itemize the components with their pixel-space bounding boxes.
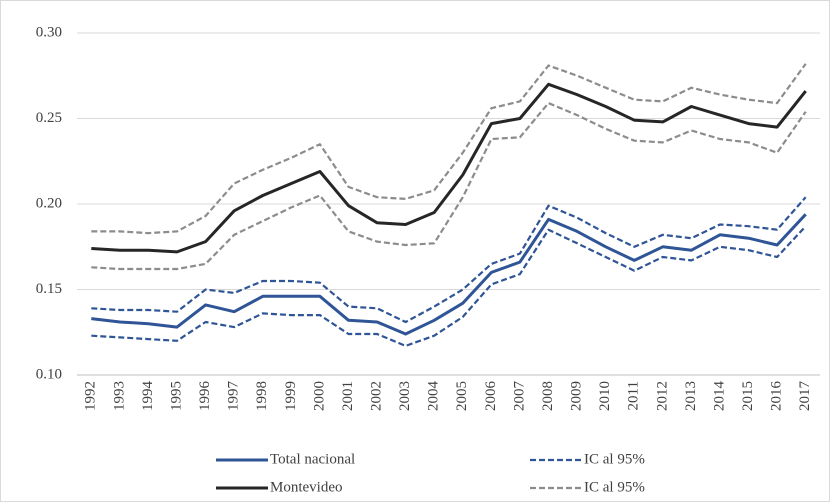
x-tick-label: 2001 <box>340 381 356 411</box>
y-tick-label: 0.20 <box>36 195 62 211</box>
y-tick-label: 0.10 <box>36 366 62 382</box>
series-line <box>91 102 807 271</box>
x-tick-label: 1992 <box>83 381 99 411</box>
x-tick-label: 2010 <box>597 381 613 411</box>
legend-label: Total nacional <box>270 451 355 467</box>
x-tick-label: 2014 <box>711 381 727 412</box>
x-tick-label: 2015 <box>740 381 756 411</box>
y-tick-label: 0.30 <box>36 24 62 40</box>
x-tick-label: 2004 <box>426 381 442 412</box>
series-line <box>91 63 807 235</box>
x-tick-label: 1998 <box>254 381 270 411</box>
x-tick-label: 2003 <box>397 381 413 411</box>
x-tick-label: 2000 <box>311 381 327 411</box>
x-tick-label: 2007 <box>511 381 527 412</box>
series-line <box>91 196 807 324</box>
legend-label: Montevideo <box>270 479 343 495</box>
series-line <box>91 225 807 347</box>
legend-label: IC al 95% <box>584 479 645 495</box>
x-tick-label: 1996 <box>197 381 213 412</box>
y-tick-label: 0.25 <box>36 110 62 126</box>
y-tick-label: 0.15 <box>36 281 62 297</box>
x-tick-label: 1997 <box>226 381 242 412</box>
legend-label: IC al 95% <box>584 451 645 467</box>
x-tick-label: 2002 <box>368 381 384 411</box>
x-tick-label: 2012 <box>654 381 670 411</box>
x-tick-label: 2005 <box>454 381 470 411</box>
x-tick-label: 2017 <box>797 381 813 412</box>
x-tick-label: 1999 <box>283 381 299 411</box>
series-line <box>91 82 807 254</box>
x-tick-label: 2006 <box>483 381 499 412</box>
x-tick-label: 1994 <box>140 381 156 412</box>
x-tick-label: 1993 <box>111 381 127 411</box>
x-tick-label: 2016 <box>769 381 785 412</box>
x-tick-label: 2008 <box>540 381 556 411</box>
x-tick-label: 2009 <box>569 381 585 411</box>
x-tick-label: 2011 <box>626 381 642 410</box>
x-tick-label: 2013 <box>683 381 699 411</box>
series-line <box>91 213 807 336</box>
x-tick-label: 1995 <box>168 381 184 411</box>
